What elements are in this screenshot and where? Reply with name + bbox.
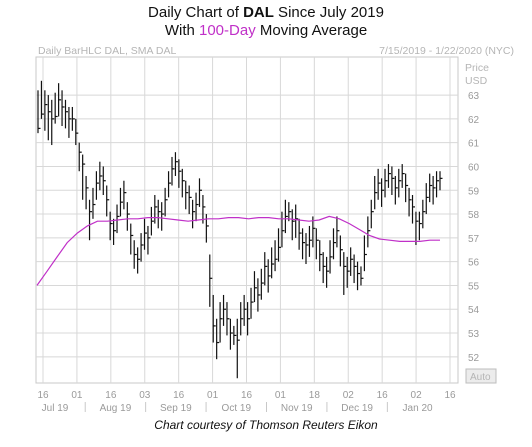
x-day-tick-label: 01 [275,390,287,401]
title-ma-period: 100-Day [199,22,256,39]
legend-left: Daily BarHLC DAL, SMA DAL [38,45,176,57]
y-axis-ticks: 52 53 54 55 56 57 58 59 60 61 62 63 [468,91,480,364]
y-tick-label: 55 [468,281,480,292]
x-day-tick-label: 18 [309,390,321,401]
legend-right: 7/15/2019 - 1/22/2020 (NYC) [379,45,514,57]
x-day-tick-label: 16 [173,390,185,401]
title-suffix: Since July 2019 [273,4,384,21]
x-month-tick-label: Nov 19 [281,403,313,414]
title-prefix: Daily Chart of [148,4,244,21]
y-tick-label: 56 [468,258,480,269]
x-day-tick-label: 02 [343,390,355,401]
chart-title-line-2: With 100-Day Moving Average [0,22,532,39]
x-month-tick-label: Sep 19 [160,403,192,414]
x-day-tick-label: 16 [105,390,117,401]
chart-footer: Chart courtesy of Thomson Reuters Eikon [154,418,378,432]
y-tick-label: 59 [468,186,480,197]
x-day-tick-label: 16 [37,390,49,401]
y-tick-label: 53 [468,329,480,340]
axis-unit-price: Price [465,62,489,74]
y-tick-label: 57 [468,234,480,245]
y-tick-label: 54 [468,305,480,316]
x-day-tick-label: 16 [377,390,389,401]
x-month-tick-label: Dec 19 [341,403,373,414]
x-month-tick-label: Jan 20 [403,403,433,414]
y-tick-label: 62 [468,115,480,126]
y-tick-label: 61 [468,139,480,150]
price-bars [37,80,443,379]
moving-average-line [36,215,440,286]
x-day-tick-label: 01 [71,390,83,401]
title-ticker: DAL [243,4,274,21]
x-day-tick-label: 02 [411,390,423,401]
chart-title-line-1: Daily Chart of DAL Since July 2019 [0,4,532,21]
sma-line [36,215,440,286]
x-axis-day-ticks: 16 01 16 03 16 01 16 01 18 02 16 02 16 [37,390,456,401]
title-line2-suffix: Moving Average [255,22,368,39]
y-tick-label: 60 [468,162,480,173]
x-day-tick-label: 03 [139,390,151,401]
x-month-tick-label: Jul 19 [42,403,69,414]
title-line2-prefix: With [164,22,199,39]
y-tick-label: 63 [468,91,480,102]
x-month-tick-label: Oct 19 [222,403,252,414]
axis-unit-currency: USD [465,75,488,87]
x-month-tick-label: Aug 19 [100,403,132,414]
x-day-tick-label: 16 [444,390,456,401]
auto-scale-button[interactable] [465,368,497,384]
x-axis-month-ticks: Jul 19 Aug 19 Sep 19 Oct 19 Nov 19 Dec 19 Jan … [42,402,433,414]
y-tick-label: 58 [468,210,480,221]
x-day-tick-label: 16 [241,390,253,401]
auto-scale-label: Auto [470,372,491,383]
x-day-tick-label: 01 [207,390,219,401]
y-tick-label: 52 [468,353,480,364]
